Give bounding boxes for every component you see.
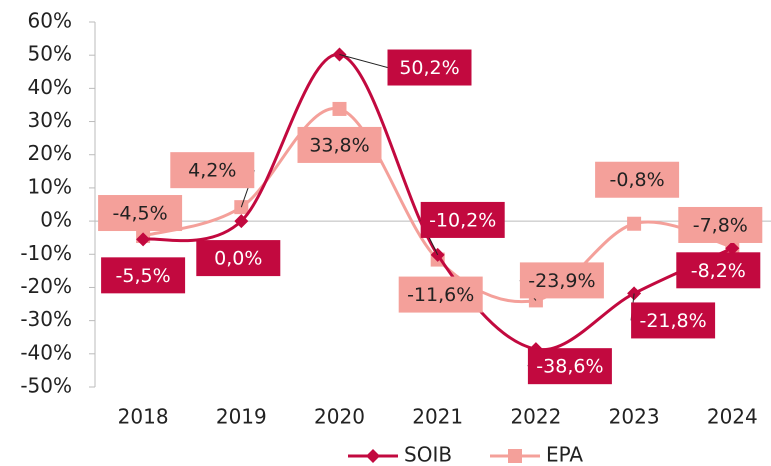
labels-layer: -4,5% 4,2% 33,8% -11,6% -23,9% -0,8% -7,8% -5,5… bbox=[98, 49, 763, 385]
y-tick-label: 40% bbox=[28, 75, 72, 99]
label-text: -0,8% bbox=[610, 169, 665, 191]
data-label: 0,0% bbox=[196, 240, 281, 277]
label-box bbox=[527, 348, 612, 385]
data-label: -10,2% bbox=[420, 201, 505, 256]
data-label: -8,2% bbox=[676, 252, 761, 289]
data-label: -7,8% bbox=[678, 206, 763, 243]
label-text: 4,2% bbox=[188, 160, 236, 182]
data-label: -38,6% bbox=[527, 348, 612, 385]
data-label: 33,8% bbox=[297, 126, 382, 163]
label-box bbox=[631, 302, 716, 339]
data-label: 50,2% bbox=[339, 49, 472, 86]
label-text: -38,6% bbox=[536, 356, 603, 378]
label-box bbox=[101, 257, 186, 294]
y-tick-label: -50% bbox=[20, 374, 72, 398]
marker bbox=[725, 241, 740, 256]
y-tick-label: 50% bbox=[28, 42, 72, 66]
y-tick-label: 30% bbox=[28, 108, 72, 132]
label-box bbox=[398, 276, 483, 313]
marker bbox=[234, 214, 249, 229]
label-box bbox=[519, 262, 604, 299]
x-tick-label: 2024 bbox=[707, 405, 758, 429]
y-tick-label: -30% bbox=[20, 307, 72, 331]
marker bbox=[136, 232, 151, 247]
legend-marker bbox=[366, 449, 380, 463]
label-text: 0,0% bbox=[214, 248, 262, 270]
label-box bbox=[297, 126, 382, 163]
label-box bbox=[196, 240, 281, 277]
label-text: -7,8% bbox=[693, 214, 748, 236]
label-text: -23,9% bbox=[528, 270, 595, 292]
label-box bbox=[420, 201, 505, 238]
leader-line bbox=[339, 54, 388, 69]
label-text: -4,5% bbox=[113, 203, 168, 225]
label-box bbox=[387, 49, 472, 86]
x-tick-label: 2021 bbox=[412, 405, 463, 429]
y-tick-label: -40% bbox=[20, 340, 72, 364]
label-text: -11,6% bbox=[407, 284, 474, 306]
label-text: -21,8% bbox=[639, 310, 706, 332]
marker bbox=[627, 216, 642, 231]
label-box bbox=[595, 161, 680, 198]
label-text: -10,2% bbox=[429, 209, 496, 231]
x-tick-label: 2019 bbox=[216, 405, 267, 429]
x-tick-label: 2022 bbox=[510, 405, 561, 429]
x-tick-label: 2023 bbox=[609, 405, 660, 429]
data-label: -0,8% bbox=[595, 161, 680, 198]
y-tick-label: 10% bbox=[28, 174, 72, 198]
label-text: 33,8% bbox=[309, 134, 369, 156]
data-label: -5,5% bbox=[101, 257, 186, 294]
data-label: -11,6% bbox=[398, 276, 483, 313]
label-text: 50,2% bbox=[399, 57, 459, 79]
data-label: 4,2% bbox=[170, 152, 255, 208]
x-tick-label: 2020 bbox=[314, 405, 365, 429]
data-label: -23,9% bbox=[519, 262, 604, 301]
label-box bbox=[170, 152, 255, 189]
label-box bbox=[676, 252, 761, 289]
legend-label: EPA bbox=[546, 443, 583, 466]
y-tick-label: -10% bbox=[20, 241, 72, 265]
marker bbox=[332, 101, 347, 116]
y-tick-label: 60% bbox=[28, 9, 72, 33]
y-tick-label: 0% bbox=[40, 208, 72, 232]
x-tick-label: 2018 bbox=[118, 405, 169, 429]
label-box bbox=[98, 195, 183, 232]
label-text: -8,2% bbox=[691, 260, 746, 282]
legend-label: SOIB bbox=[404, 443, 452, 466]
label-box bbox=[678, 206, 763, 243]
legend-marker bbox=[508, 449, 522, 463]
data-label: -21,8% bbox=[630, 293, 716, 339]
y-tick-label: -20% bbox=[20, 274, 72, 298]
label-text: -5,5% bbox=[116, 265, 171, 287]
data-label: -4,5% bbox=[98, 195, 183, 232]
y-tick-label: 20% bbox=[28, 141, 72, 165]
